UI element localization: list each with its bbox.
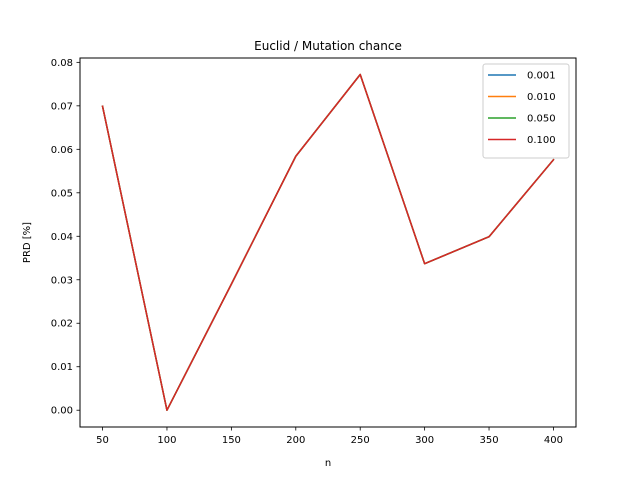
y-tick-label: 0.06: [51, 145, 73, 156]
y-tick-label: 0.01: [51, 362, 73, 373]
x-tick-label: 400: [544, 435, 563, 446]
x-tick-label: 300: [415, 435, 434, 446]
y-tick-label: 0.00: [51, 406, 73, 417]
y-tick-label: 0.08: [51, 58, 73, 69]
y-tick-label: 0.02: [51, 319, 73, 330]
legend-label: 0.100: [527, 135, 556, 146]
axes-frame: [79, 57, 577, 428]
series-line-0.100: [101, 73, 555, 411]
y-axis: 0.00 0.01 0.02 0.03 0.04 0.05 0.06 0.07 0.08: [51, 58, 80, 417]
x-tick-label: 200: [286, 435, 305, 446]
x-tick-label: 350: [479, 435, 498, 446]
y-tick-label: 0.05: [51, 188, 73, 199]
legend-box: [482, 63, 570, 159]
y-tick-label: 0.04: [51, 232, 73, 243]
y-tick-label: 0.03: [51, 275, 73, 286]
y-axis-label: PRD [%]: [22, 222, 33, 263]
legend: 0.001 0.010 0.050 0.100: [482, 63, 570, 159]
legend-label: 0.050: [527, 114, 556, 125]
x-tick-label: 50: [96, 435, 109, 446]
legend-label: 0.010: [527, 92, 556, 103]
legend-label: 0.001: [527, 71, 556, 82]
x-tick-label: 250: [351, 435, 370, 446]
x-axis: 50 100 150 200 250 300 350 400: [96, 427, 563, 446]
x-axis-label: n: [325, 458, 331, 469]
chart-title: Euclid / Mutation chance: [254, 39, 402, 53]
series-layer: [101, 73, 555, 411]
y-tick-label: 0.07: [51, 101, 73, 112]
x-tick-label: 150: [222, 435, 241, 446]
x-tick-label: 100: [157, 435, 176, 446]
